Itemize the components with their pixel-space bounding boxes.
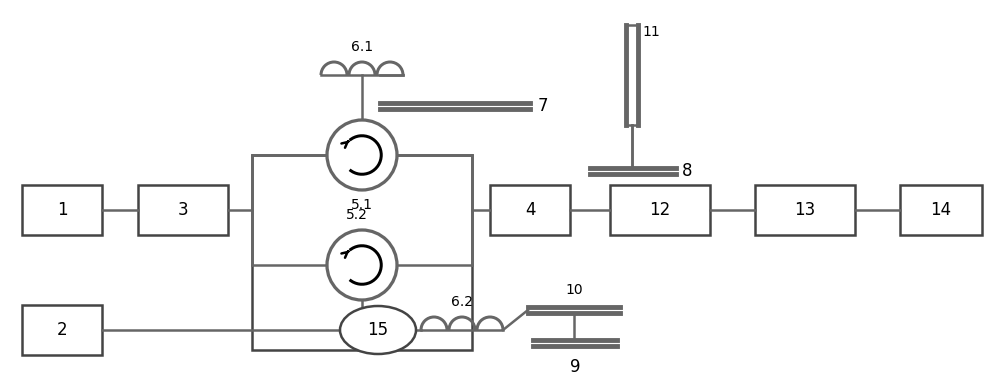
Text: 10: 10: [565, 283, 583, 297]
Bar: [22, 185, 102, 235]
Text: 6.2: 6.2: [451, 295, 473, 309]
Bar: [755, 185, 855, 235]
Text: 13: 13: [794, 201, 816, 219]
Text: 5.2: 5.2: [346, 208, 368, 222]
Bar: [138, 185, 228, 235]
Text: 2: 2: [57, 321, 67, 339]
Bar: [252, 155, 472, 350]
Bar: [900, 185, 982, 235]
Text: 11: 11: [642, 25, 660, 39]
Text: 8: 8: [682, 162, 692, 180]
Text: 3: 3: [178, 201, 188, 219]
Text: 6.1: 6.1: [351, 40, 373, 54]
Bar: [22, 305, 102, 355]
Text: 7: 7: [538, 97, 548, 115]
Text: 1: 1: [57, 201, 67, 219]
Circle shape: [327, 230, 397, 300]
Text: 14: 14: [930, 201, 952, 219]
Text: 15: 15: [367, 321, 389, 339]
Bar: [610, 185, 710, 235]
Bar: [490, 185, 570, 235]
Text: 5.1: 5.1: [351, 198, 373, 212]
Circle shape: [327, 120, 397, 190]
Text: 4: 4: [525, 201, 535, 219]
Text: 12: 12: [649, 201, 671, 219]
Text: 9: 9: [570, 358, 580, 376]
Ellipse shape: [340, 306, 416, 354]
